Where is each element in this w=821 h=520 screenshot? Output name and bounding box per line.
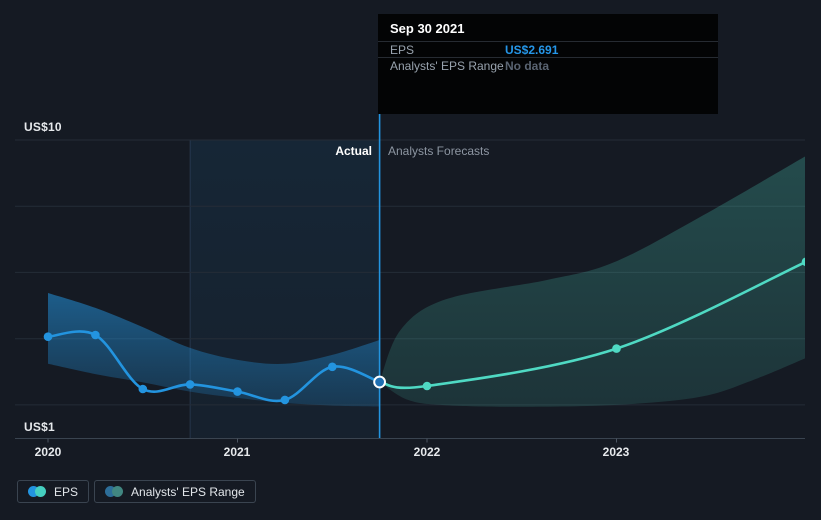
forecast-zone-label: Analysts Forecasts [388,144,490,158]
data-point-markers [43,257,805,405]
tooltip-eps-label: EPS [390,42,415,57]
y-axis-top-label: US$10 [24,120,62,134]
tooltip-date: Sep 30 2021 [378,14,718,42]
actual-zone-label: Actual [335,144,372,158]
legend-item-eps[interactable]: EPS [17,480,90,503]
chart-legend: EPS Analysts' EPS Range [17,480,256,503]
tooltip-range-label: Analysts' EPS Range [390,59,504,73]
eps-actual-line [46,330,381,403]
eps-series-icon [28,486,46,497]
tooltip-eps-value: US$2.691 [505,42,559,57]
eps-range-series-icon [105,486,124,497]
hovered-point [373,375,387,389]
legend-range-label: Analysts' EPS Range [131,484,245,499]
tooltip-row-range: Analysts' EPS Range No data [378,58,718,74]
legend-item-analysts-eps-range[interactable]: Analysts' EPS Range [94,480,256,503]
legend-eps-label: EPS [54,484,79,499]
forecast-eps-range-band [379,156,805,407]
chart-tooltip: Sep 30 2021 EPS US$2.691 Analysts' EPS R… [378,14,718,114]
x-axis-label-2021: 2021 [223,445,251,459]
x-axis-label-2023: 2023 [602,445,630,459]
y-axis-bottom-label: US$1 [24,420,55,434]
x-axis [15,438,805,443]
eps-forecast-line [378,260,805,390]
x-axis-label-2022: 2022 [413,445,441,459]
x-axis-label-2020: 2020 [34,445,62,459]
tooltip-range-value: No data [505,59,550,73]
tooltip-row-eps: EPS US$2.691 [378,42,718,58]
